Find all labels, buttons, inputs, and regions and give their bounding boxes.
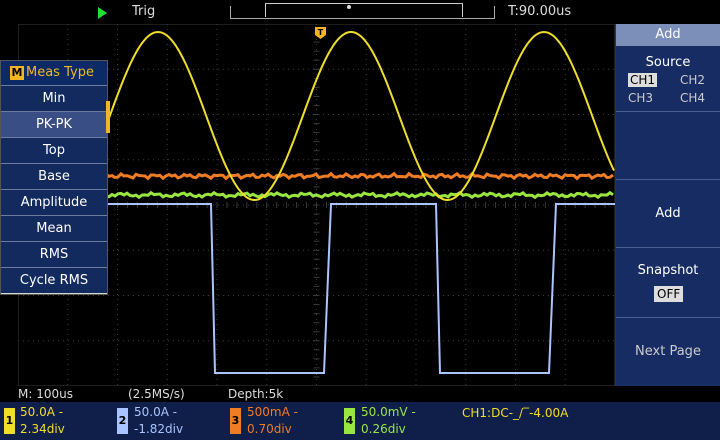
run-state-arrow-icon <box>98 7 107 19</box>
meas-item-top[interactable]: Top <box>1 137 107 163</box>
trigger-info: CH1:DC-_/‾-4.00A <box>462 406 569 420</box>
meas-item-pk-pk[interactable]: PK-PK <box>1 111 107 137</box>
source-option-ch3[interactable]: CH3 <box>628 91 654 105</box>
ch4-badge[interactable]: 4 <box>344 408 355 434</box>
sample-rate: (2.5MS/s) <box>128 387 185 401</box>
ch3-badge[interactable]: 3 <box>230 408 241 434</box>
next-page-label: Next Page <box>635 344 701 359</box>
ch2-scale: 50.0A - <box>134 405 178 419</box>
ch2-trace <box>106 203 615 374</box>
memory-position-dot-icon <box>347 5 351 9</box>
meas-item-cycle-rms[interactable]: Cycle RMS <box>1 267 107 293</box>
ch3-trace <box>105 171 614 181</box>
ch4-scale: 50.0mV - <box>361 405 416 419</box>
timebase: M: 100us <box>18 387 73 401</box>
source-option-ch1[interactable]: CH1 <box>628 73 658 87</box>
trigger-marker-label: T <box>318 28 324 37</box>
right-menu-header: Add <box>616 24 720 46</box>
add-measurement-button[interactable]: Add <box>616 180 720 248</box>
waveform-display[interactable]: T <box>18 24 615 386</box>
trigger-position-marker-icon: T <box>315 27 326 39</box>
ch3-offset: 0.70div <box>247 422 292 436</box>
snapshot-value: OFF <box>654 286 684 302</box>
next-page-button[interactable]: Next Page <box>616 318 720 386</box>
ch4-offset: 0.26div <box>361 422 406 436</box>
meas-item-base[interactable]: Base <box>1 163 107 189</box>
meas-menu-header: M Meas Type <box>1 61 107 85</box>
right-side-menu: Add Source CH1 CH2 CH3 CH4 Add Snapshot … <box>615 24 720 386</box>
meas-type-menu: M Meas Type Min PK-PK Top Base Amplitude… <box>0 60 110 295</box>
channel-info-bar: 1 50.0A - 2.34div 2 50.0A - -1.82div 3 5… <box>0 402 720 440</box>
ch1-offset: 2.34div <box>20 422 65 436</box>
ch1-trace <box>105 30 615 202</box>
waveform-canvas: T <box>18 24 615 386</box>
meas-menu-title: Meas Type <box>26 65 94 80</box>
add-label: Add <box>655 206 681 221</box>
meas-menu-scrollbar[interactable] <box>106 101 110 133</box>
meas-item-mean[interactable]: Mean <box>1 215 107 241</box>
meas-menu-badge: M <box>10 66 24 80</box>
memory-depth: Depth:5k <box>228 387 284 401</box>
acquisition-info: M: 100us (2.5MS/s) Depth:5k <box>0 386 720 402</box>
ch1-badge[interactable]: 1 <box>4 408 15 434</box>
source-option-ch2[interactable]: CH2 <box>680 73 706 87</box>
memory-view-window[interactable] <box>265 3 463 17</box>
empty-menu-slot <box>616 112 720 180</box>
top-status-bar: Trig T:90.00us <box>0 0 720 24</box>
ch2-badge[interactable]: 2 <box>117 408 128 434</box>
snapshot-label: Snapshot <box>637 263 699 278</box>
meas-item-rms[interactable]: RMS <box>1 241 107 267</box>
horizontal-position: T:90.00us <box>508 4 572 19</box>
source-option-ch4[interactable]: CH4 <box>680 91 706 105</box>
ch3-scale: 500mA - <box>247 405 298 419</box>
meas-item-amplitude[interactable]: Amplitude <box>1 189 107 215</box>
ch2-offset: -1.82div <box>134 422 184 436</box>
meas-item-min[interactable]: Min <box>1 85 107 111</box>
memory-position-bar <box>230 6 495 19</box>
snapshot-button[interactable]: Snapshot OFF <box>616 248 720 318</box>
trigger-status: Trig <box>132 4 156 19</box>
source-menu-button[interactable]: Source CH1 CH2 CH3 CH4 <box>616 46 720 112</box>
source-label: Source <box>645 55 691 70</box>
ch4-trace <box>105 190 614 200</box>
ch1-scale: 50.0A - <box>20 405 64 419</box>
